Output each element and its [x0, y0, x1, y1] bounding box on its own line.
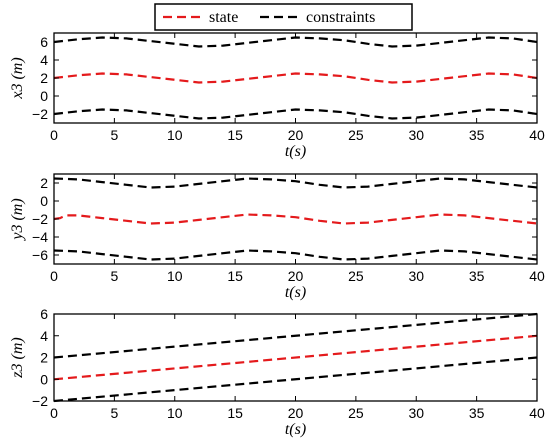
x-tick-label: 0	[50, 268, 58, 284]
y-tick-label: −6	[32, 247, 48, 263]
x-tick-label: 40	[529, 127, 545, 143]
series-line-upper-constraint	[53, 312, 538, 359]
x-tick-label: 35	[469, 127, 485, 143]
x-tick-label: 20	[288, 405, 304, 421]
series-line-upper-constraint	[53, 177, 538, 189]
series-line-lower-constraint	[53, 356, 538, 403]
series-line-state	[53, 72, 538, 84]
y-tick-label: 2	[40, 175, 48, 191]
x-tick-label: 10	[167, 405, 183, 421]
y-tick-label: −4	[32, 229, 48, 245]
x-tick-label: 30	[408, 405, 424, 421]
x-tick-label: 0	[50, 127, 58, 143]
y-tick-label: 0	[40, 193, 48, 209]
y-tick-label: 6	[40, 306, 48, 322]
y-tick-label: 6	[40, 34, 48, 50]
x-tick-label: 20	[288, 268, 304, 284]
legend: state constraints	[154, 3, 413, 31]
y-axis-title: z3 (m)	[9, 337, 26, 378]
x-tick-label: 5	[110, 405, 118, 421]
x-tick-label: 25	[348, 268, 364, 284]
x-axis-title: t(s)	[285, 284, 306, 301]
subplot-2: 0 5 10 15 20 25 30 35 40 −6 −4 −2 0 2 t(s) y3 (m)	[9, 173, 545, 301]
y-tick-label: 0	[40, 88, 48, 104]
y-tick-label: 4	[40, 52, 48, 68]
x-tick-label: 5	[110, 268, 118, 284]
y-tick-label: −2	[32, 211, 48, 227]
x-tick-label: 10	[167, 127, 183, 143]
legend-state-label: state	[209, 9, 238, 26]
y-tick-label: 0	[40, 371, 48, 387]
x-tick-label: 40	[529, 268, 545, 284]
x-tick-label: 30	[408, 268, 424, 284]
y-axis-title: x3 (m)	[9, 57, 26, 99]
x-tick-label: 15	[227, 405, 243, 421]
x-axis-title: t(s)	[285, 421, 306, 438]
x-tick-label: 15	[227, 127, 243, 143]
y-tick-label: −2	[32, 106, 48, 122]
series-line-state	[53, 213, 538, 225]
y-tick-label: −2	[32, 393, 48, 409]
x-axis-title: t(s)	[285, 143, 306, 160]
x-tick-label: 35	[469, 405, 485, 421]
x-tick-label: 15	[227, 268, 243, 284]
series-line-upper-constraint	[53, 36, 538, 48]
x-tick-label: 40	[529, 405, 545, 421]
x-tick-label: 25	[348, 405, 364, 421]
x-tick-label: 10	[167, 268, 183, 284]
series-line-lower-constraint	[53, 108, 538, 120]
series-line-state	[53, 334, 538, 381]
y-axis-title: y3 (m)	[9, 198, 26, 241]
x-tick-label: 0	[50, 405, 58, 421]
y-tick-label: 2	[40, 350, 48, 366]
x-tick-label: 30	[408, 127, 424, 143]
x-tick-label: 20	[288, 127, 304, 143]
x-tick-label: 5	[110, 127, 118, 143]
legend-constraints-label: constraints	[306, 9, 375, 26]
x-tick-label: 25	[348, 127, 364, 143]
x-tick-label: 35	[469, 268, 485, 284]
y-tick-label: 4	[40, 328, 48, 344]
series-line-lower-constraint	[53, 249, 538, 261]
y-tick-label: 2	[40, 70, 48, 86]
